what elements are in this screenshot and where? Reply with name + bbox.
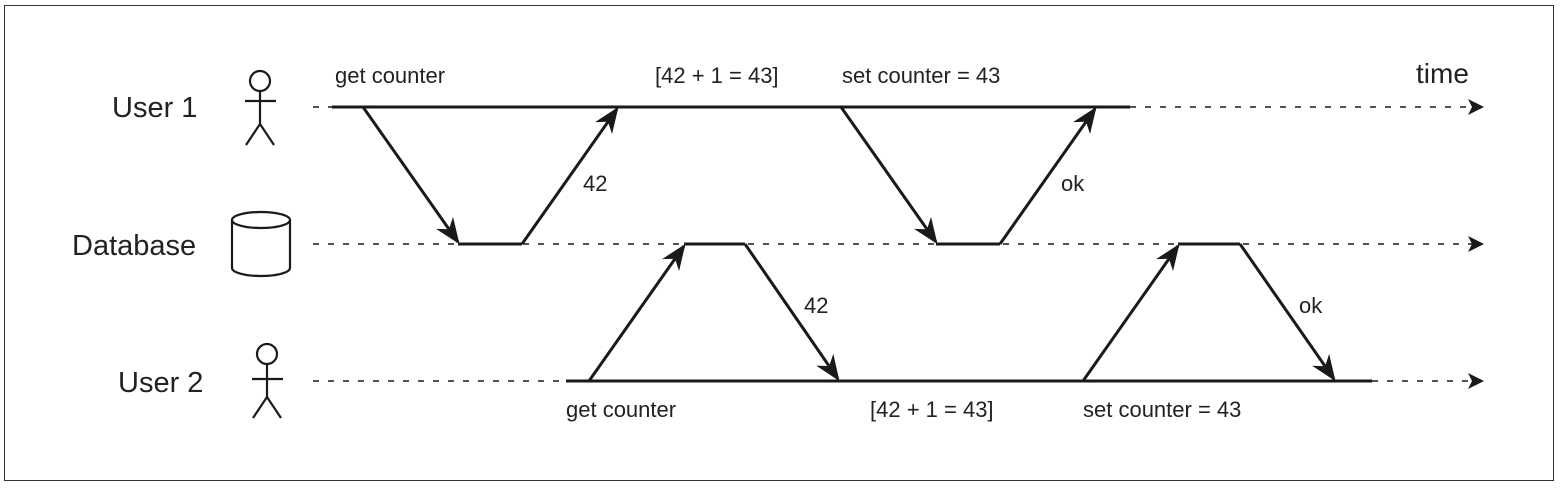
user2-set-response-arrow (1238, 243, 1336, 382)
user1-get-counter-label: get counter (335, 63, 445, 88)
user1-timeline-arrowhead (1468, 99, 1484, 115)
user2-person-icon (252, 342, 283, 419)
user1-set-response-arrow (998, 106, 1097, 245)
row-label-user1: User 1 (112, 92, 197, 124)
user1-response-ok-label: ok (1061, 171, 1085, 196)
user1-set-request-arrow (839, 106, 938, 245)
user2-get-counter-label: get counter (566, 397, 676, 422)
user1-person-icon (245, 69, 276, 146)
user2-set-counter-label: set counter = 43 (1083, 397, 1241, 422)
diagram-frame (4, 5, 1554, 481)
user1-compute-label: [42 + 1 = 43] (655, 63, 779, 88)
user2-response-42-label: 42 (804, 293, 828, 318)
user1-response-42-label: 42 (583, 171, 607, 196)
user2-set-request-arrow (1081, 243, 1180, 382)
user1-get-request-arrow (361, 106, 460, 245)
row-label-user2: User 2 (118, 367, 203, 399)
user1-set-counter-label: set counter = 43 (842, 63, 1000, 88)
database-cylinder-icon (230, 210, 292, 278)
user2-response-ok-label: ok (1299, 293, 1323, 318)
database-timeline-arrowhead (1468, 236, 1484, 252)
user2-timeline-arrowhead (1468, 373, 1484, 389)
user1-get-response-arrow (520, 106, 619, 245)
time-axis-label: time (1416, 58, 1469, 89)
user2-compute-label: [42 + 1 = 43] (870, 397, 994, 422)
user2-get-response-arrow (743, 243, 840, 382)
row-label-database: Database (72, 230, 196, 262)
user2-get-request-arrow (587, 243, 686, 382)
